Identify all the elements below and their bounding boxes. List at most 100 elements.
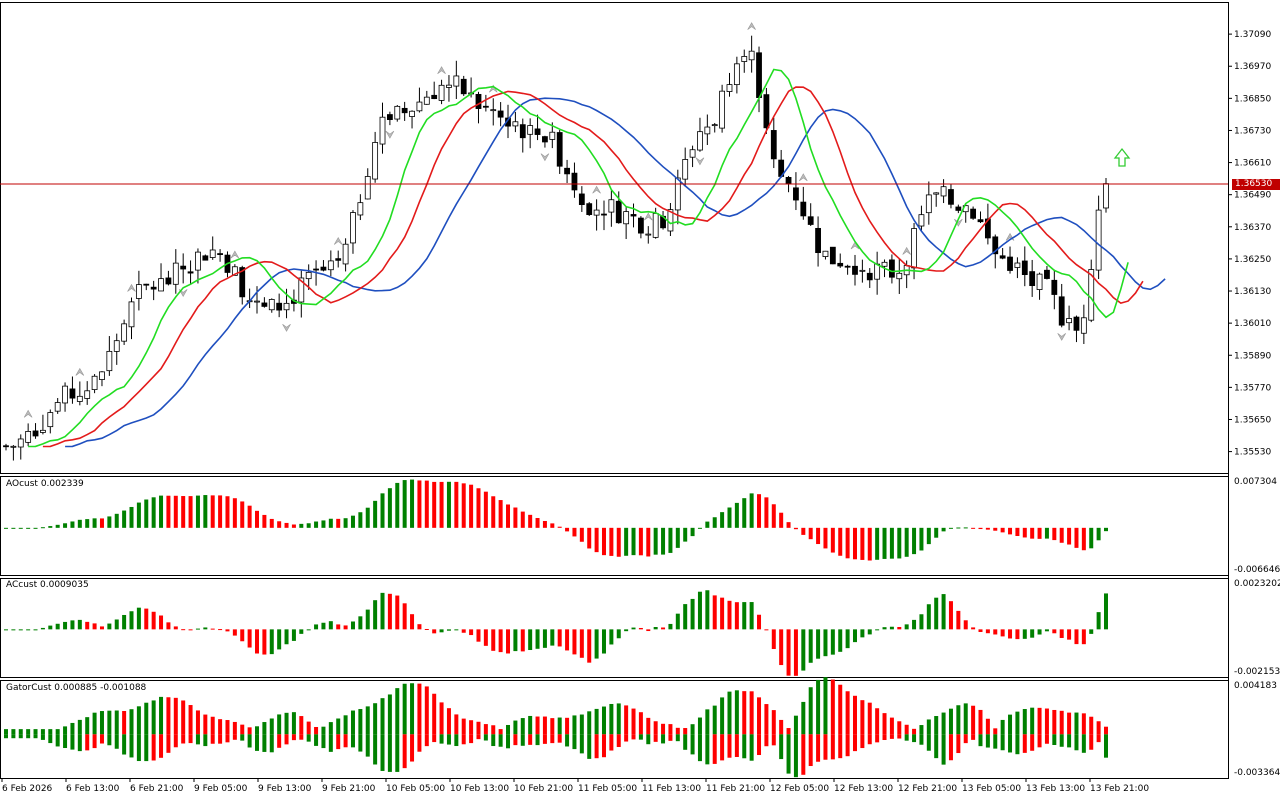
candle-body bbox=[497, 110, 504, 118]
alligator-jaw-line bbox=[65, 97, 1166, 448]
gator-upper-bar bbox=[941, 712, 946, 735]
candle-body bbox=[519, 124, 526, 139]
gator-upper-bar bbox=[1022, 709, 1027, 735]
histogram-bar bbox=[483, 491, 488, 528]
gator-upper-bar bbox=[99, 711, 104, 735]
histogram-bar bbox=[1089, 629, 1094, 634]
gator-lower-bar bbox=[528, 734, 533, 745]
gator-upper-bar bbox=[542, 716, 547, 735]
gator-lower-bar bbox=[92, 734, 97, 749]
gator-lower-bar bbox=[210, 734, 215, 744]
candle-body bbox=[401, 107, 408, 114]
gator-upper-bar bbox=[314, 726, 319, 735]
ac-pane-border bbox=[0, 578, 1229, 678]
candle-body bbox=[940, 186, 947, 197]
gator-lower-bar bbox=[565, 734, 570, 747]
gator-upper-bar bbox=[424, 686, 429, 735]
histogram-bar bbox=[867, 527, 872, 561]
histogram-bar bbox=[1044, 629, 1049, 632]
gator-lower-bar bbox=[461, 734, 466, 745]
gator-lower-bar bbox=[1037, 734, 1042, 748]
histogram-bar bbox=[646, 527, 651, 557]
histogram-bar bbox=[218, 495, 223, 528]
histogram-bar bbox=[380, 592, 385, 630]
gator-upper-bar bbox=[63, 726, 68, 735]
y-tick-label: 1.35530 bbox=[1234, 448, 1271, 458]
histogram-bar bbox=[328, 621, 333, 630]
histogram-bar bbox=[4, 629, 8, 631]
candle-body bbox=[121, 323, 128, 342]
histogram-bar bbox=[535, 629, 540, 649]
histogram-bar bbox=[1037, 527, 1042, 539]
gator-upper-bar bbox=[11, 729, 16, 735]
gator-upper-bar bbox=[439, 702, 444, 735]
gator-lower-bar bbox=[535, 734, 540, 746]
gator-upper-bar bbox=[210, 716, 215, 735]
gator-upper-bar bbox=[742, 691, 747, 735]
gator-upper-bar bbox=[956, 705, 961, 735]
gator-upper-bar bbox=[506, 724, 511, 735]
candle-body bbox=[217, 253, 223, 255]
histogram-bar bbox=[33, 629, 38, 631]
gator-upper-bar bbox=[882, 713, 887, 735]
gator-lower-bar bbox=[203, 734, 208, 747]
candle-body bbox=[852, 265, 858, 275]
gator-upper-bar bbox=[240, 724, 245, 735]
gator-lower-bar bbox=[402, 734, 407, 769]
candle-body bbox=[955, 206, 962, 211]
gator-upper-bar bbox=[513, 720, 518, 735]
histogram-bar bbox=[336, 624, 341, 630]
gator-lower-bar bbox=[343, 734, 348, 748]
gator-histogram bbox=[4, 677, 1108, 778]
candle-body bbox=[320, 266, 327, 271]
gator-upper-bar bbox=[203, 714, 208, 735]
gator-upper-bar bbox=[284, 712, 289, 735]
gator-upper-bar bbox=[1059, 710, 1064, 735]
histogram-bar bbox=[1067, 527, 1072, 545]
gator-upper-bar bbox=[114, 710, 119, 735]
histogram-bar bbox=[247, 505, 252, 528]
histogram-bar bbox=[195, 495, 200, 528]
gator-upper-bar bbox=[498, 729, 503, 735]
candle-body bbox=[113, 340, 120, 352]
candle-body bbox=[180, 265, 187, 270]
candle-body bbox=[793, 187, 799, 201]
gator-upper-bar bbox=[92, 712, 97, 735]
fractal-up-icon bbox=[644, 212, 653, 221]
gator-lower-bar bbox=[114, 734, 119, 749]
histogram-bar bbox=[801, 527, 806, 535]
histogram-bar bbox=[151, 497, 156, 528]
candle-body bbox=[719, 90, 726, 129]
histogram-bar bbox=[823, 527, 828, 549]
gator-lower-bar bbox=[506, 734, 511, 749]
candle-body bbox=[815, 227, 821, 254]
x-tick-label: 6 Feb 2026 bbox=[2, 784, 53, 794]
gator-upper-bar bbox=[646, 717, 651, 735]
candle-body bbox=[933, 192, 940, 195]
gator-upper-bar bbox=[469, 720, 474, 735]
gator-lower-bar bbox=[816, 734, 821, 762]
x-tick-label: 6 Feb 13:00 bbox=[66, 784, 120, 794]
ao-label: AOcust 0.002339 bbox=[6, 479, 84, 489]
histogram-bar bbox=[697, 591, 702, 630]
histogram-bar bbox=[26, 629, 31, 631]
histogram-bar bbox=[461, 629, 466, 633]
candle-body bbox=[54, 402, 61, 412]
gator-upper-bar bbox=[616, 703, 621, 735]
gator-lower-bar bbox=[985, 734, 990, 748]
candle-body bbox=[992, 236, 999, 255]
candle-body bbox=[438, 84, 445, 101]
histogram-bar bbox=[1037, 629, 1042, 635]
gator-upper-bar bbox=[528, 715, 533, 735]
gator-lower-bar bbox=[1096, 734, 1101, 743]
gator-upper-bar bbox=[1044, 708, 1049, 735]
candle-body bbox=[231, 266, 238, 276]
gator-upper-bar bbox=[875, 708, 880, 735]
x-tick-label: 10 Feb 21:00 bbox=[514, 784, 573, 794]
gator-lower-bar bbox=[557, 734, 562, 743]
histogram-bar bbox=[852, 527, 857, 560]
gator-upper-bar bbox=[232, 721, 237, 735]
candle-body bbox=[918, 214, 925, 227]
